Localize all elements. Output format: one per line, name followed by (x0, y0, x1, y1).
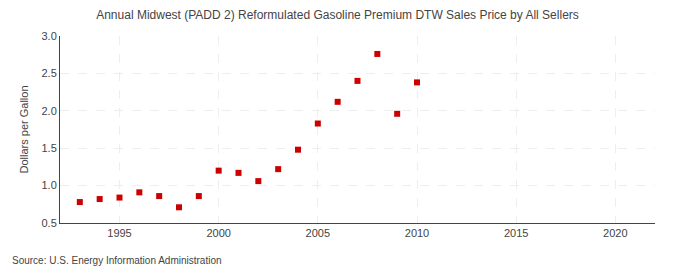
svg-text:2010: 2010 (405, 227, 429, 239)
svg-text:1.5: 1.5 (42, 142, 57, 154)
svg-text:0.5: 0.5 (42, 217, 57, 229)
svg-text:2020: 2020 (603, 227, 627, 239)
svg-text:2.5: 2.5 (42, 67, 57, 79)
svg-text:Annual Midwest (PADD 2) Reform: Annual Midwest (PADD 2) Reformulated Gas… (96, 8, 579, 22)
svg-text:1995: 1995 (107, 227, 131, 239)
svg-text:Dollars per Gallon: Dollars per Gallon (18, 85, 30, 173)
svg-text:2000: 2000 (206, 227, 230, 239)
svg-text:2.0: 2.0 (42, 105, 57, 117)
svg-text:Source: U.S. Energy Informatio: Source: U.S. Energy Information Administ… (12, 255, 222, 266)
svg-text:2005: 2005 (306, 227, 330, 239)
svg-text:1.0: 1.0 (42, 179, 57, 191)
svg-text:3.0: 3.0 (42, 30, 57, 42)
svg-text:2015: 2015 (504, 227, 528, 239)
